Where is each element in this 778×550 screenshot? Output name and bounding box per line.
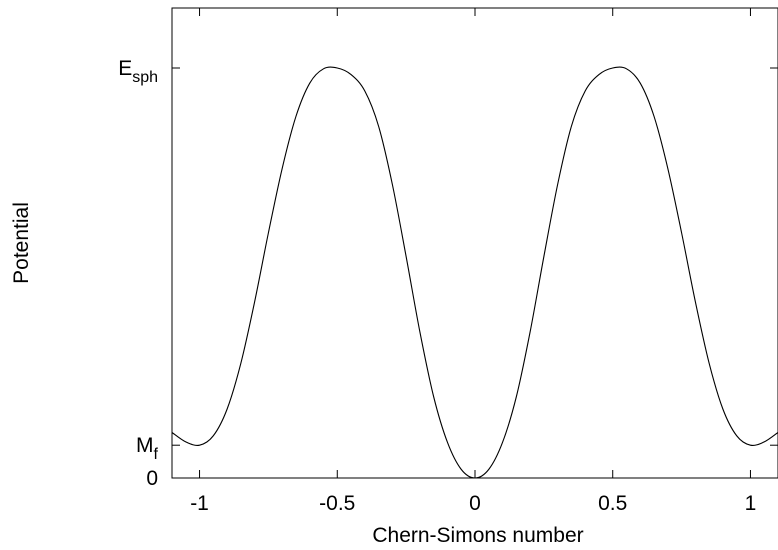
plot-frame (171, 7, 778, 479)
y-tick-label-base: M (136, 434, 154, 457)
y-tick-label: 0 (146, 467, 158, 490)
x-tick-label: 1 (745, 492, 757, 515)
y-tick-label-subscript: sph (132, 69, 158, 86)
x-tick-label: -0.5 (319, 492, 355, 515)
x-tick-label: 0.5 (598, 492, 627, 515)
y-tick-label: Mf (136, 434, 159, 463)
y-axis-ticks: 0 Mf Esph (118, 57, 778, 490)
y-tick-label-subscript: f (154, 446, 159, 463)
y-tick-label-base: 0 (146, 467, 158, 490)
x-tick-label: -1 (190, 492, 209, 515)
y-axis-label: Potential (10, 202, 33, 284)
x-axis-label: Chern-Simons number (372, 524, 583, 547)
x-axis-ticks: -1 -0.5 0 0.5 1 (190, 8, 756, 515)
y-tick-label-base: E (118, 57, 132, 80)
x-tick-label: 0 (469, 492, 481, 515)
y-tick-label: Esph (118, 57, 158, 86)
potential-curve (171, 66, 778, 479)
